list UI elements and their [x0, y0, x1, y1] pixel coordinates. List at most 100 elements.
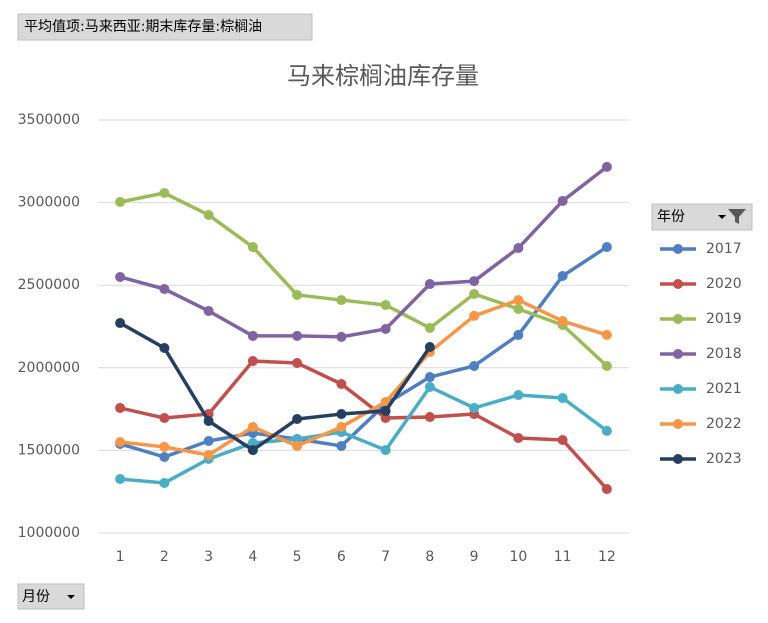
data-point [424, 341, 435, 352]
data-point [115, 473, 126, 484]
data-point [469, 288, 480, 299]
data-point [380, 445, 391, 456]
x-tick-label: 3 [204, 549, 213, 565]
data-point [380, 323, 391, 334]
data-point [557, 316, 568, 327]
data-point [247, 421, 258, 432]
legend-swatch-marker [673, 384, 683, 394]
x-tick-label: 10 [509, 549, 527, 565]
data-point [247, 330, 258, 341]
series-line [119, 165, 608, 339]
data-point [247, 356, 258, 367]
dropdown-arrow [718, 215, 726, 219]
data-point [292, 289, 303, 300]
axis-field-label: 月份 [22, 589, 50, 605]
legend-swatch-marker [673, 244, 683, 254]
data-point [336, 421, 347, 432]
data-point [380, 405, 391, 416]
data-point [557, 270, 568, 281]
data-point [203, 415, 214, 426]
data-point [247, 242, 258, 253]
dropdown-arrow [67, 595, 75, 599]
data-point [336, 409, 347, 420]
data-point [247, 445, 258, 456]
data-point [115, 318, 126, 329]
y-tick-label: 3500000 [18, 112, 80, 128]
data-point [513, 433, 524, 444]
data-point [336, 378, 347, 389]
y-tick-label: 1500000 [18, 442, 80, 458]
data-point [469, 360, 480, 371]
data-point [115, 196, 126, 207]
data-point [203, 209, 214, 220]
legend-label: 2020 [706, 276, 742, 292]
legend-swatch-marker [673, 454, 683, 464]
data-point [557, 393, 568, 404]
series-line [119, 359, 609, 491]
data-point [601, 242, 612, 253]
data-point [159, 441, 170, 452]
legend-title: 年份 [657, 209, 685, 225]
data-point [203, 450, 214, 461]
legend-label: 2021 [706, 381, 742, 397]
data-point [336, 295, 347, 306]
data-point [292, 358, 303, 369]
legend-label: 2023 [706, 451, 742, 467]
legend-label: 2022 [706, 416, 742, 432]
data-point [469, 402, 480, 413]
data-point [336, 440, 347, 451]
data-point [203, 305, 214, 316]
filter-icon [728, 209, 746, 224]
data-point [115, 436, 126, 447]
x-tick-label: 12 [598, 549, 616, 565]
filter-button[interactable] [17, 13, 313, 41]
data-point [557, 434, 568, 445]
data-point [292, 330, 303, 341]
data-point [115, 402, 126, 413]
chart-title: 马来棕榈油库存量 [287, 62, 479, 90]
y-tick-label: 2500000 [18, 277, 80, 293]
x-tick-label: 9 [470, 549, 479, 565]
filter-label: 平均值项:马来西亚:期末库存量:棕榈油 [24, 19, 262, 35]
data-point [380, 300, 391, 311]
data-point [513, 295, 524, 306]
x-tick-label: 4 [248, 549, 257, 565]
legend-swatch-marker [673, 314, 683, 324]
series-line [119, 191, 609, 368]
x-tick-label: 1 [116, 549, 125, 565]
data-point [601, 425, 612, 436]
data-point [601, 329, 612, 340]
data-point [424, 322, 435, 333]
data-point [513, 329, 524, 340]
y-tick-label: 1000000 [18, 525, 80, 541]
x-tick-label: 2 [160, 549, 169, 565]
data-point [424, 381, 435, 392]
data-point [424, 372, 435, 383]
legend-swatch-marker [673, 279, 683, 289]
data-point [159, 188, 170, 199]
data-point [513, 390, 524, 401]
legend-label: 2019 [706, 311, 742, 327]
y-tick-label: 3000000 [18, 195, 80, 211]
data-point [513, 243, 524, 254]
data-point [292, 440, 303, 451]
series-line [119, 321, 432, 452]
data-point [424, 412, 435, 423]
data-point [336, 331, 347, 342]
legend-swatch-marker [673, 349, 683, 359]
legend-label: 2017 [706, 241, 742, 257]
series-line [119, 385, 608, 485]
data-point [159, 283, 170, 294]
data-point [292, 434, 303, 445]
data-point [601, 484, 612, 495]
data-point [159, 342, 170, 353]
data-point [159, 477, 170, 488]
data-point [557, 195, 568, 206]
data-point [469, 310, 480, 321]
data-point [601, 360, 612, 371]
x-tick-label: 11 [554, 549, 572, 565]
data-point [469, 276, 480, 287]
x-tick-label: 6 [337, 549, 346, 565]
y-tick-label: 2000000 [18, 360, 80, 376]
